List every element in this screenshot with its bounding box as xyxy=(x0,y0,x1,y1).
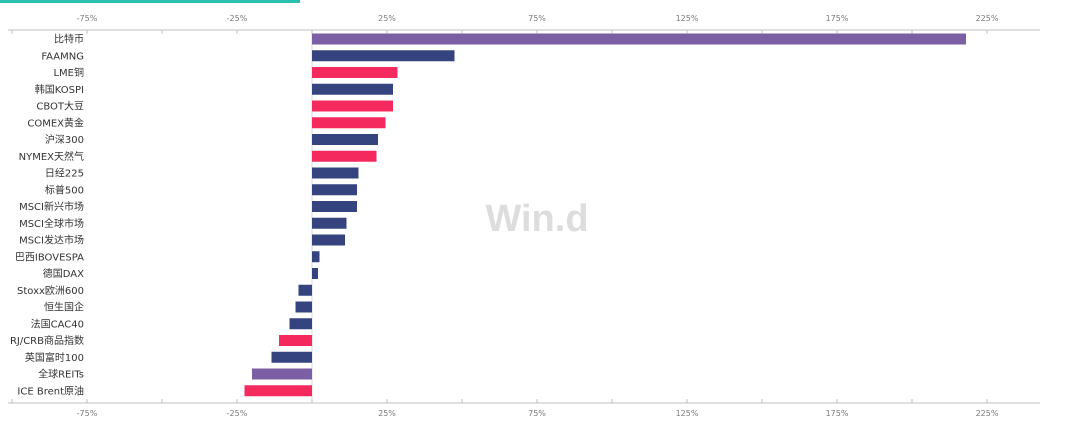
top-tick-label: -25% xyxy=(227,14,248,23)
bar xyxy=(312,83,393,95)
top-tick-label: 225% xyxy=(976,14,999,23)
category-label: COMEX黄金 xyxy=(27,116,84,129)
bottom-tick-label: -25% xyxy=(227,409,248,418)
bar xyxy=(312,217,347,229)
bar xyxy=(312,50,455,62)
category-label: Stoxx欧洲600 xyxy=(17,285,84,297)
bar xyxy=(312,201,357,212)
bar xyxy=(312,100,393,112)
category-label: 英国富时100 xyxy=(25,351,84,364)
bottom-tick-label: 225% xyxy=(976,409,999,418)
category-label: NYMEX天然气 xyxy=(19,150,84,163)
top-accent-line xyxy=(0,0,300,3)
bar xyxy=(295,301,312,313)
bar xyxy=(252,368,312,380)
category-label: ICE Brent原油 xyxy=(17,384,84,397)
bottom-tick-label: 75% xyxy=(528,409,546,418)
category-label: MSCI发达市场 xyxy=(19,234,84,247)
category-label: 恒生国企 xyxy=(44,301,84,314)
category-label: 韩国KOSPI xyxy=(35,83,84,96)
bar xyxy=(298,284,312,296)
top-tick-label: -75% xyxy=(77,14,98,23)
bottom-tick-label: 25% xyxy=(378,409,396,418)
category-label: 全球REITs xyxy=(38,368,84,381)
bar xyxy=(312,251,320,263)
top-tick-label: 175% xyxy=(826,14,849,23)
bottom-tick-label: -75% xyxy=(77,409,98,418)
bar xyxy=(279,335,312,346)
bar xyxy=(289,318,312,330)
category-label: 比特币 xyxy=(54,34,84,46)
bottom-tick-label: 125% xyxy=(676,409,699,418)
bar xyxy=(312,134,378,145)
top-tick-label: 75% xyxy=(528,14,546,23)
bar xyxy=(312,184,357,196)
category-label: 沪深300 xyxy=(45,133,84,146)
bar xyxy=(312,117,386,129)
category-label: 巴西IBOVESPA xyxy=(15,251,84,263)
bar xyxy=(312,67,398,78)
watermark: Win.d xyxy=(485,198,588,240)
bar xyxy=(312,268,318,279)
category-label: 日经225 xyxy=(45,167,84,180)
bottom-tick-label: 175% xyxy=(826,409,849,418)
top-tick-label: 125% xyxy=(676,14,699,23)
category-label: LME铜 xyxy=(53,67,84,79)
top-tick-label: 25% xyxy=(378,14,396,23)
category-label: CBOT大豆 xyxy=(36,100,84,113)
bar xyxy=(312,150,377,162)
category-label: RJ/CRB商品指数 xyxy=(10,334,84,347)
bar xyxy=(244,385,312,397)
category-label: 德国DAX xyxy=(43,267,84,280)
category-label: 标普500 xyxy=(45,183,84,196)
bar xyxy=(271,351,312,363)
category-label: 法国CAC40 xyxy=(31,317,84,330)
bar xyxy=(312,234,345,246)
category-label: MSCI新兴市场 xyxy=(19,200,84,213)
category-label: FAAMNG xyxy=(41,51,84,62)
bar xyxy=(312,167,359,179)
bar xyxy=(312,33,966,45)
category-label: MSCI全球市场 xyxy=(19,217,84,230)
